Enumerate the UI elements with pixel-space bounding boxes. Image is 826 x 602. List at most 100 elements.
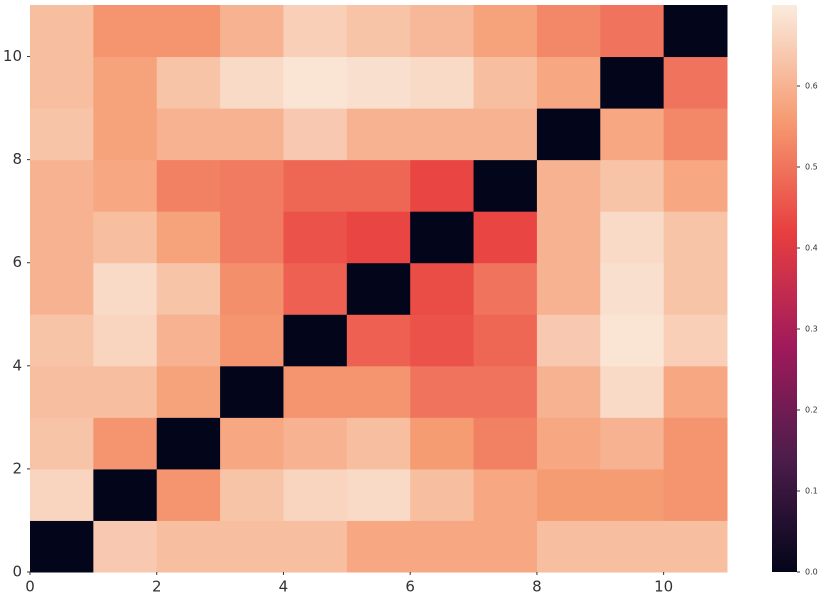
heatmap-cell [220,56,284,109]
colorbar-tick-label: 0.5 [805,163,818,172]
heatmap-cell [156,417,221,470]
heatmap-cell [473,211,538,264]
y-tick-label: 4 [12,356,22,374]
heatmap-cell [410,159,475,212]
heatmap-cell [283,5,348,58]
heatmap-cell [473,520,538,573]
heatmap-cell [30,56,94,109]
heatmap-cell [663,108,728,161]
heatmap-cell [410,56,475,109]
y-tick-label: 10 [3,47,22,65]
heatmap-cell [473,314,538,367]
heatmap-cell [220,520,284,573]
heatmap-cell [410,262,475,315]
y-tick-label: 8 [12,150,22,168]
x-tick-label: 4 [279,578,289,596]
heatmap-cell [220,108,284,161]
heatmap-cell [346,5,411,58]
heatmap-cell [346,56,411,109]
heatmap-cell [663,262,728,315]
heatmap-cell [220,262,284,315]
heatmap-cell [283,520,348,573]
heatmap-cell [220,468,284,521]
heatmap-cell [536,262,601,315]
colorbar-tick-label: 0.0 [805,568,818,577]
heatmap-cell [346,108,411,161]
heatmap-cell [283,56,348,109]
heatmap-cell [473,159,538,212]
heatmap-cell [93,417,158,470]
heatmap-cell [93,314,158,367]
heatmap-cell [156,5,221,58]
heatmap-cell [410,520,475,573]
heatmap-cell [346,468,411,521]
heatmap-cell [30,5,94,58]
heatmap-cell [346,365,411,418]
y-tick-label: 0 [12,563,22,581]
heatmap-cell [93,159,158,212]
heatmap-cell [600,314,665,367]
heatmap-cell [156,262,221,315]
heatmap-cell [283,468,348,521]
heatmap-cell [220,365,284,418]
heatmap-cell [93,262,158,315]
heatmap-cell [346,520,411,573]
colorbar-tick-label: 0.1 [805,487,818,496]
heatmap-cell [600,159,665,212]
heatmap-cell [156,365,221,418]
heatmap-cell [346,314,411,367]
heatmap-cell [156,56,221,109]
heatmap-cell [156,211,221,264]
heatmap-cell [30,520,94,573]
heatmap-cell [156,468,221,521]
heatmap-cell [663,211,728,264]
heatmap-cell [600,365,665,418]
heatmap-cell [156,159,221,212]
heatmap-cell [30,159,94,212]
heatmap-cell [536,5,601,58]
heatmap-cell [283,314,348,367]
heatmap-cell [473,5,538,58]
heatmap-cell [283,108,348,161]
heatmap-cell [220,5,284,58]
heatmap-cell [283,365,348,418]
heatmap-cell [410,314,475,367]
heatmap-cell [536,159,601,212]
heatmap-cell [600,56,665,109]
heatmap-cell [220,211,284,264]
x-tick-label: 2 [152,578,162,596]
heatmap-cell [30,262,94,315]
heatmap-cell [93,56,158,109]
heatmap-cell [283,417,348,470]
heatmap-cell [156,520,221,573]
heatmap-cell [600,211,665,264]
x-tick-label: 0 [25,578,35,596]
heatmap-cell [220,159,284,212]
heatmap-cell [30,108,94,161]
heatmap-cell [473,468,538,521]
heatmap-cell [346,417,411,470]
heatmap-cell [600,417,665,470]
heatmap-cell [93,468,158,521]
heatmap-cell [30,211,94,264]
heatmap-cell [663,468,728,521]
heatmap-cell [536,468,601,521]
heatmap-cell [473,108,538,161]
x-tick-label: 10 [654,578,673,596]
heatmap-cell [473,56,538,109]
heatmap-cell [663,314,728,367]
heatmap-cell [536,520,601,573]
heatmap-cell [536,211,601,264]
colorbar-tick-label: 0.2 [805,406,818,415]
heatmap-cell [536,417,601,470]
heatmap-cell [600,468,665,521]
heatmap-cell [663,159,728,212]
colorbar-tick-label: 0.3 [805,325,818,334]
heatmap-cell [283,262,348,315]
heatmap-cell [283,211,348,264]
heatmap-cell [156,314,221,367]
heatmap-cell [30,314,94,367]
heatmap-cell [93,365,158,418]
heatmap-cell [93,211,158,264]
heatmap-cell [346,211,411,264]
